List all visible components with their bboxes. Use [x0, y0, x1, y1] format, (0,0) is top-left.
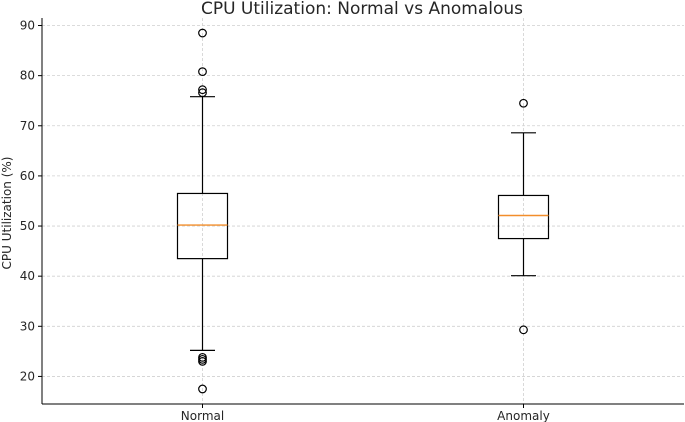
outlier-point: [198, 67, 207, 77]
outlier-point: [519, 98, 528, 108]
x-tick-label: Normal: [181, 409, 224, 422]
outlier-point: [198, 384, 207, 394]
boxes: [176, 28, 550, 394]
box-anomaly: [497, 98, 550, 335]
y-tick-label: 30: [20, 319, 35, 333]
outlier-point: [198, 85, 207, 95]
axes: 20 30 40 50 60 70 80 90 Normal Anomaly: [20, 18, 684, 422]
y-tick-label: 90: [20, 19, 35, 33]
y-tick-label: 70: [20, 119, 35, 133]
grid-lines: [42, 18, 684, 404]
outlier-point: [519, 325, 528, 335]
y-axis-label: CPU Utilization (%): [0, 157, 14, 270]
iqr-box: [497, 194, 550, 240]
y-tick-label: 80: [20, 69, 35, 83]
y-tick-label: 60: [20, 169, 35, 183]
y-tick-label: 50: [20, 219, 35, 233]
outlier-point: [198, 356, 207, 366]
x-tick-label: Anomaly: [497, 409, 550, 422]
outlier-point: [198, 88, 207, 98]
chart-title: CPU Utilization: Normal vs Anomalous: [201, 0, 523, 19]
iqr-box: [176, 192, 229, 260]
box-normal: [176, 28, 229, 394]
y-tick-label: 40: [20, 269, 35, 283]
y-tick-label: 20: [20, 369, 35, 383]
outlier-point: [198, 28, 207, 38]
